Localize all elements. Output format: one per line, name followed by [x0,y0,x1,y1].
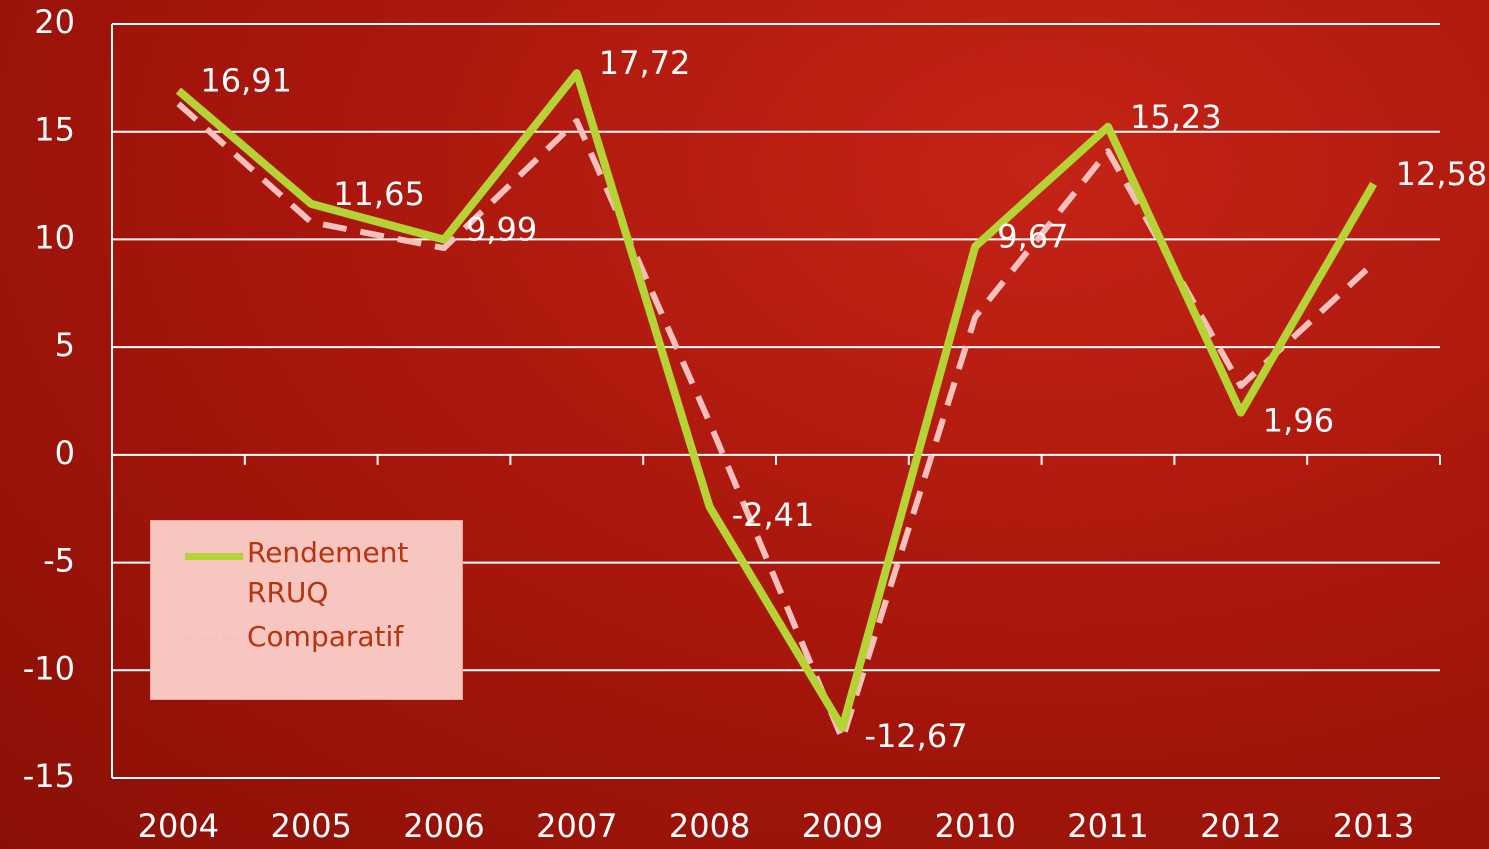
legend-label: Comparatif [247,620,403,653]
y-tick-label: 20 [34,3,75,41]
data-label: 16,91 [200,62,292,100]
x-tick-label: 2009 [802,807,883,845]
data-label: 12,58 [1396,155,1488,193]
x-tick-label: 2013 [1333,807,1414,845]
y-tick-label: 15 [34,111,75,149]
legend-entry: Comparatif [151,617,447,657]
y-tick-label: 5 [55,326,75,364]
x-tick-label: 2011 [1067,807,1148,845]
data-label: 1,96 [1263,402,1334,440]
data-label: 17,72 [599,44,691,82]
x-tick-label: 2010 [934,807,1015,845]
x-tick-label: 2005 [270,807,351,845]
y-tick-label: 0 [55,434,75,472]
data-label: 15,23 [1130,98,1222,136]
chart: -15 -10 -5 0 5 10 15 20 2004 2005 2006 2007 2008 2009… [0,0,1489,849]
legend-label: Rendement RRUQ [247,536,408,609]
y-tick-label: -10 [23,649,75,687]
y-tick-label: -5 [43,542,75,580]
y-tick-label: -15 [23,757,75,795]
legend-swatch [185,553,243,560]
data-label: -2,41 [732,496,815,534]
x-tick-label: 2007 [536,807,617,845]
x-tick-label: 2004 [138,807,219,845]
data-label: 11,65 [333,175,425,213]
legend: Rendement RRUQ Comparatif [150,520,463,700]
x-tick-label: 2006 [403,807,484,845]
legend-entry: Rendement RRUQ [151,533,447,613]
x-tick-label: 2012 [1200,807,1281,845]
y-tick-label: 10 [34,218,75,256]
data-label: -12,67 [864,717,967,755]
x-tick-label: 2008 [669,807,750,845]
plot: -15 -10 -5 0 5 10 15 20 2004 2005 2006 2007 2008 2009… [0,0,1489,849]
legend-swatch [185,637,243,641]
data-label: 9,67 [997,218,1068,256]
data-label: 9,99 [466,211,537,249]
